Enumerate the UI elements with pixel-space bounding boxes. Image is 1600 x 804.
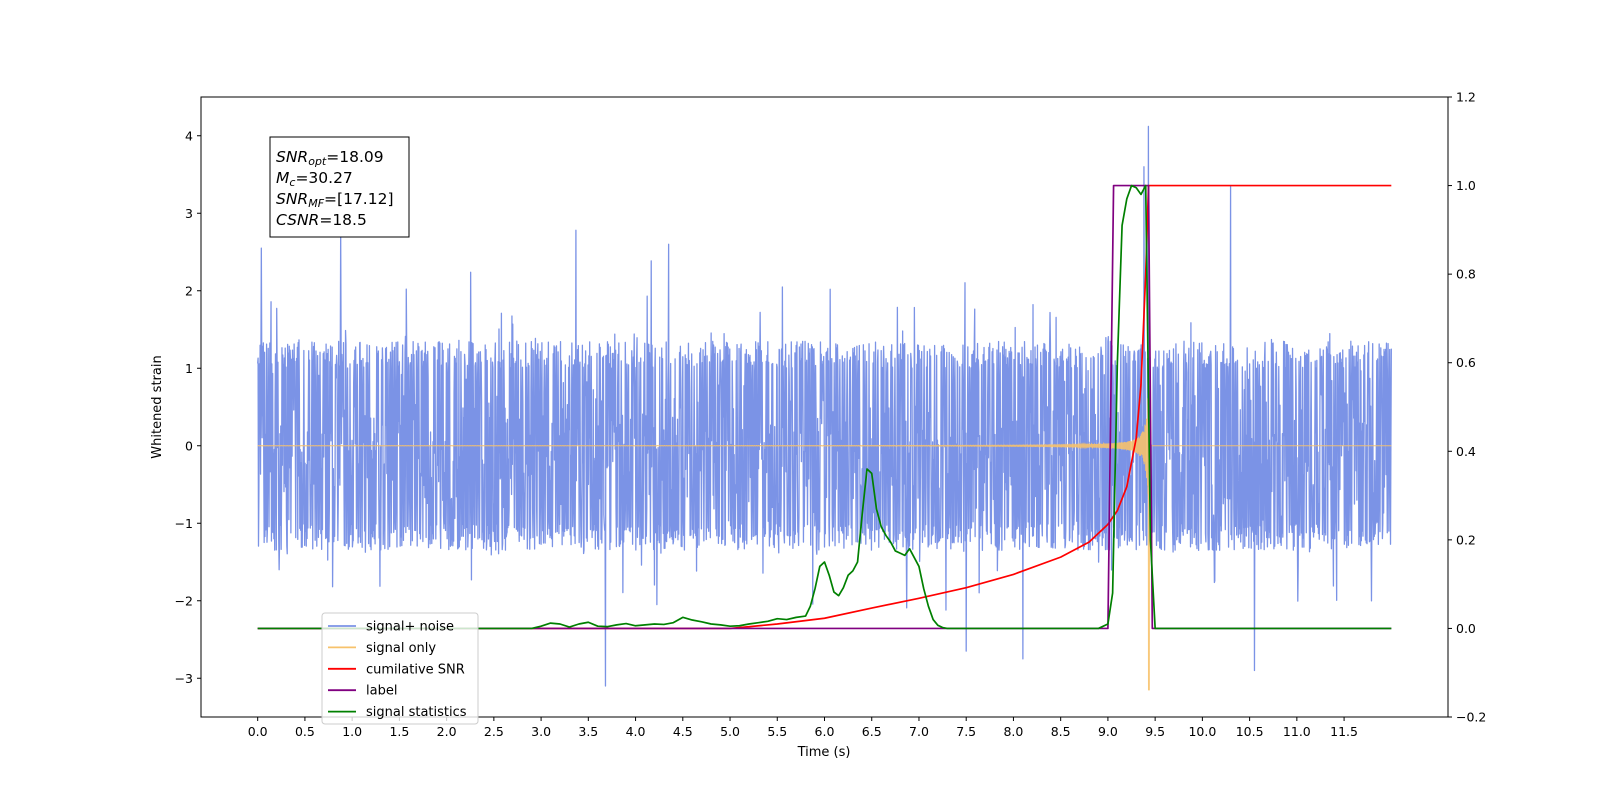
y-tick-label: −1 [175, 516, 193, 531]
x-tick-label: 6.5 [862, 724, 882, 739]
legend-frame [321, 612, 479, 725]
x-tick-label: 11.0 [1283, 724, 1311, 739]
x-tick-label: 1.5 [389, 724, 409, 739]
legend-label: signal+ noise [366, 620, 454, 635]
x-tick-label: 10.5 [1236, 724, 1264, 739]
legend-label: cumilative SNR [366, 662, 465, 677]
x-tick-label: 9.5 [1145, 724, 1165, 739]
x-tick-label: 5.0 [720, 724, 740, 739]
x-tick-label: 0.0 [248, 724, 268, 739]
y2-tick-label: 0.0 [1456, 621, 1476, 636]
y2-tick-label: 0.4 [1456, 444, 1476, 459]
x-tick-label: 11.5 [1330, 724, 1358, 739]
y2-tick-label: 0.8 [1456, 267, 1476, 282]
annotation-frame [269, 136, 410, 238]
y2-tick-label: 1.0 [1456, 178, 1476, 193]
annotation-line: Mc=30.27 [276, 169, 353, 189]
x-tick-label: 0.5 [295, 724, 315, 739]
x-tick-label: 8.0 [1003, 724, 1023, 739]
x-tick-label: 1.0 [342, 724, 362, 739]
x-tick-label: 2.5 [484, 724, 504, 739]
y-tick-label: 0 [185, 438, 193, 453]
y2-tick-label: 0.6 [1456, 355, 1476, 370]
x-tick-label: 4.5 [673, 724, 693, 739]
y2-tick-label: 0.2 [1456, 532, 1476, 547]
y-tick-label: 1 [185, 361, 193, 376]
x-tick-label: 10.0 [1188, 724, 1216, 739]
series-signal-statistics-line [257, 184, 1392, 630]
x-tick-label: 3.0 [531, 724, 551, 739]
y2-tick-label: −0.2 [1456, 710, 1486, 725]
axes-layer: 0.0 0.5 1.0 1.5 2.0 2.5 3.0 3.5 4.0 4.5 5.0 5.5 6.0 6… [175, 90, 1487, 740]
x-tick-label: 5.5 [767, 724, 787, 739]
series-signal-noise-line [257, 125, 1392, 687]
x-tick-label: 7.0 [909, 724, 929, 739]
x-tick-label: 6.0 [815, 724, 835, 739]
x-tick-label: 7.5 [956, 724, 976, 739]
y-tick-label: 2 [185, 283, 193, 298]
x-tick-label: 9.0 [1098, 724, 1118, 739]
y2-tick-label: 1.2 [1456, 90, 1476, 105]
annotation-line: SNRMF=[17.12] [276, 190, 394, 210]
annotation-box: SNRopt=18.09Mc=30.27SNRMF=[17.12]CSNR=18… [269, 136, 410, 238]
y-tick-label: 3 [185, 206, 193, 221]
y-tick-label: −3 [175, 671, 193, 686]
x-axis-title: Time (s) [797, 745, 851, 760]
y-tick-label: 4 [185, 128, 193, 143]
annotation-line: SNRopt=18.09 [276, 148, 384, 168]
legend: signal+ noise signal only cumilative SNR la… [321, 612, 479, 725]
x-tick-label: 3.5 [578, 724, 598, 739]
x-tick-label: 2.0 [437, 724, 457, 739]
annotation-line: CSNR=18.5 [276, 211, 367, 229]
legend-label: label [366, 684, 397, 699]
series-signal-only-line [257, 398, 1392, 691]
legend-label: signal statistics [366, 705, 467, 720]
y-tick-label: −2 [175, 593, 193, 608]
x-tick-label: 4.0 [626, 724, 646, 739]
x-tick-label: 8.5 [1051, 724, 1071, 739]
y-axis-title: Whitened strain [150, 355, 165, 458]
legend-label: signal only [366, 641, 436, 656]
series-layer [257, 125, 1392, 691]
